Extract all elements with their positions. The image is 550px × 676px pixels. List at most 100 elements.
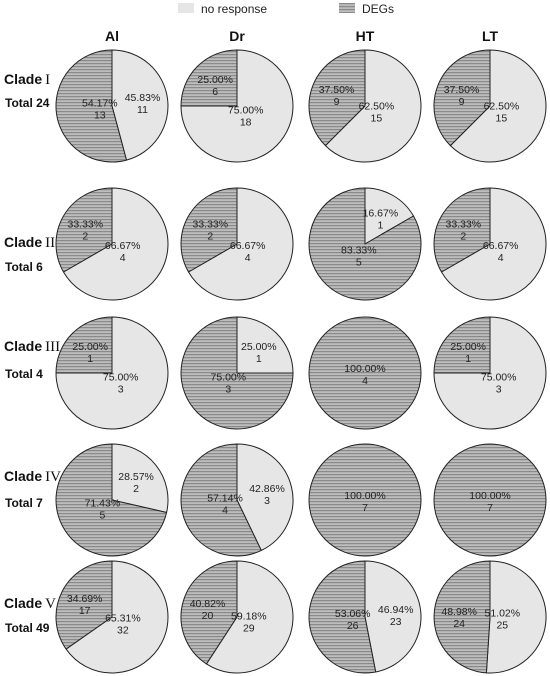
pie-ht-clade-1-label-degs-count: 9 — [334, 96, 340, 108]
pie-al-clade-1-label-no-response-count: 11 — [137, 104, 148, 116]
pie-dr-clade-1: 75.00%18 25.00%6 — [180, 49, 294, 163]
pie-dr-clade-3-label-degs-percent: 75.00% — [210, 372, 246, 384]
pie-lt-clade-4-label-degs-percent: 100.00% — [469, 490, 510, 502]
pie-ht-clade-5-slice-no-response — [364, 560, 422, 673]
legend-label-degs: DEGs — [362, 2, 394, 16]
pie-ht-clade-5-slice-degs — [308, 560, 377, 674]
pie-dr-clade-1-label-no-response-percent: 75.00% — [228, 105, 264, 117]
pie-dr-clade-5: 59.18%29 40.82%20 — [180, 560, 294, 674]
pie-al-clade-1-label-degs-percent: 54.17% — [82, 98, 118, 110]
pie-lt-clade-5-label-degs-count: 24 — [453, 618, 465, 630]
pie-dr-clade-3-label-no-response-count: 1 — [256, 353, 262, 365]
clade-5-label: Clade V — [4, 595, 56, 612]
pie-al-clade-3-label-no-response-count: 3 — [118, 384, 124, 396]
pie-dr-clade-5-label-no-response-count: 29 — [243, 623, 255, 635]
pie-dr-clade-5-slice-degs — [180, 560, 238, 665]
legend-swatch-no-response — [178, 3, 194, 13]
pie-dr-clade-1-slice-no-response — [180, 49, 294, 163]
pie-ht-clade-3-label-degs-percent: 100.00% — [344, 363, 385, 375]
pie-ht-clade-1-label-degs-percent: 37.50% — [319, 84, 355, 96]
pie-ht-clade-5-label-no-response-count: 23 — [390, 616, 402, 628]
pie-ht-clade-1-slice-no-response — [324, 49, 422, 163]
pie-al-clade-3-label-degs-percent: 25.00% — [72, 341, 108, 353]
pie-lt-clade-3-label-no-response-count: 3 — [496, 384, 502, 396]
pie-dr-clade-4-label-no-response-count: 3 — [264, 495, 270, 507]
pie-dr-clade-4-slice-degs — [180, 443, 262, 557]
pie-dr-clade-4-slice-no-response — [236, 443, 294, 551]
pie-ht-clade-2-label-no-response-count: 1 — [377, 219, 383, 231]
pie-ht-clade-2-label-degs-count: 5 — [356, 257, 362, 269]
pie-ht-clade-2-slice-no-response — [364, 187, 414, 245]
pie-ht-clade-5-label-no-response-percent: 46.94% — [378, 604, 414, 616]
pie-al-clade-5-label-no-response-percent: 65.31% — [105, 613, 141, 625]
clade-3-label: Clade III — [4, 338, 60, 355]
pie-al-clade-5: 65.31%32 34.69%17 — [55, 560, 169, 674]
pie-lt-clade-4-slice-degs — [433, 443, 547, 557]
pie-dr-clade-2-label-no-response-percent: 66.67% — [230, 240, 266, 252]
pie-al-clade-2-label-degs-count: 2 — [82, 231, 88, 243]
pie-ht-clade-2: 16.67%1 83.33%5 — [308, 187, 422, 301]
pie-lt-clade-2-label-degs-count: 2 — [460, 231, 466, 243]
column-label-ht: HT — [356, 28, 375, 44]
pie-al-clade-4-slice-no-response — [111, 443, 169, 513]
row-labels: Clade I Total 24 Clade II Total 6 Clade III… — [4, 71, 61, 635]
pie-dr-clade-1-label-degs-count: 6 — [212, 86, 218, 98]
pie-lt-clade-2-label-no-response-count: 4 — [498, 252, 504, 264]
pie-al-clade-4-label-degs-percent: 71.43% — [85, 498, 121, 510]
legend: no response DEGs — [178, 2, 394, 16]
legend-swatch-degs — [339, 3, 355, 13]
pie-lt-clade-4-label-degs-count: 7 — [487, 502, 493, 514]
pie-al-clade-2: 66.67%4 33.33%2 — [55, 187, 169, 301]
pie-dr-clade-5-label-degs-count: 20 — [202, 610, 214, 622]
pie-al-clade-3: 75.00%3 25.00%1 — [55, 316, 169, 430]
pie-dr-clade-4-label-no-response-percent: 42.86% — [249, 483, 285, 495]
column-label-dr: Dr — [229, 28, 245, 44]
pie-lt-clade-1-label-no-response-percent: 62.50% — [484, 101, 520, 113]
column-label-lt: LT — [482, 28, 499, 44]
pie-dr-clade-2: 66.67%4 33.33%2 — [180, 187, 294, 301]
pie-lt-clade-3-label-no-response-percent: 75.00% — [481, 372, 517, 384]
pie-lt-clade-2-slice-no-response — [441, 187, 547, 301]
pie-ht-clade-1-label-no-response-count: 15 — [371, 113, 383, 125]
pie-al-clade-2-label-no-response-percent: 66.67% — [105, 240, 141, 252]
pie-dr-clade-2-label-no-response-count: 4 — [245, 252, 251, 264]
pie-al-clade-1-slice-no-response — [111, 49, 169, 161]
pie-al-clade-5-slice-no-response — [65, 560, 169, 674]
clade-4-label: Clade IV — [4, 468, 61, 485]
pie-ht-clade-1: 62.50%15 37.50%9 — [308, 49, 422, 163]
pie-dr-clade-2-label-degs-percent: 33.33% — [192, 219, 228, 231]
pie-lt-clade-3-label-degs-percent: 25.00% — [450, 341, 486, 353]
pie-lt-clade-3: 75.00%3 25.00%1 — [433, 316, 547, 430]
clade-3-total: Total 4 — [5, 367, 43, 381]
pie-lt-clade-3-slice-degs — [433, 316, 491, 374]
pie-lt-clade-2-slice-degs — [433, 187, 491, 273]
pie-ht-clade-1-label-no-response-percent: 62.50% — [359, 101, 395, 113]
legend-label-no-response: no response — [201, 2, 267, 16]
pie-ht-clade-4-slice-degs — [308, 443, 422, 557]
pie-al-clade-2-slice-degs — [55, 187, 113, 273]
pie-lt-clade-5-label-no-response-count: 25 — [496, 619, 508, 631]
pie-al-clade-1: 45.83%11 54.17%13 — [55, 49, 169, 163]
pie-lt-clade-1-label-no-response-count: 15 — [496, 113, 508, 125]
pie-al-clade-1-label-no-response-percent: 45.83% — [125, 92, 161, 104]
pie-al-clade-2-label-no-response-count: 4 — [120, 252, 126, 264]
pie-al-clade-5-slice-degs — [55, 560, 113, 650]
column-label-al: Al — [105, 28, 119, 44]
pie-al-clade-4-label-no-response-percent: 28.57% — [118, 471, 154, 483]
pie-al-clade-1-slice-degs — [55, 49, 127, 163]
pie-dr-clade-1-label-degs-percent: 25.00% — [197, 74, 233, 86]
pie-al-clade-4: 28.57%2 71.43%5 — [55, 443, 169, 557]
pie-dr-clade-5-slice-no-response — [205, 560, 294, 674]
pie-dr-clade-4-label-degs-count: 4 — [222, 505, 228, 517]
pie-lt-clade-3-label-degs-count: 1 — [465, 353, 471, 365]
clade-2-label: Clade II — [4, 234, 55, 251]
pie-al-clade-4-label-degs-count: 5 — [99, 510, 105, 522]
pie-ht-clade-5-label-degs-count: 26 — [347, 620, 359, 632]
pie-lt-clade-4: 100.00%7 — [433, 443, 547, 557]
pie-dr-clade-2-label-degs-count: 2 — [207, 231, 213, 243]
pie-lt-clade-5-slice-no-response — [485, 560, 547, 674]
pie-dr-clade-4-label-degs-percent: 57.14% — [207, 493, 243, 505]
pie-dr-clade-3-label-degs-count: 3 — [225, 384, 231, 396]
pie-al-clade-5-label-degs-percent: 34.69% — [67, 593, 103, 605]
